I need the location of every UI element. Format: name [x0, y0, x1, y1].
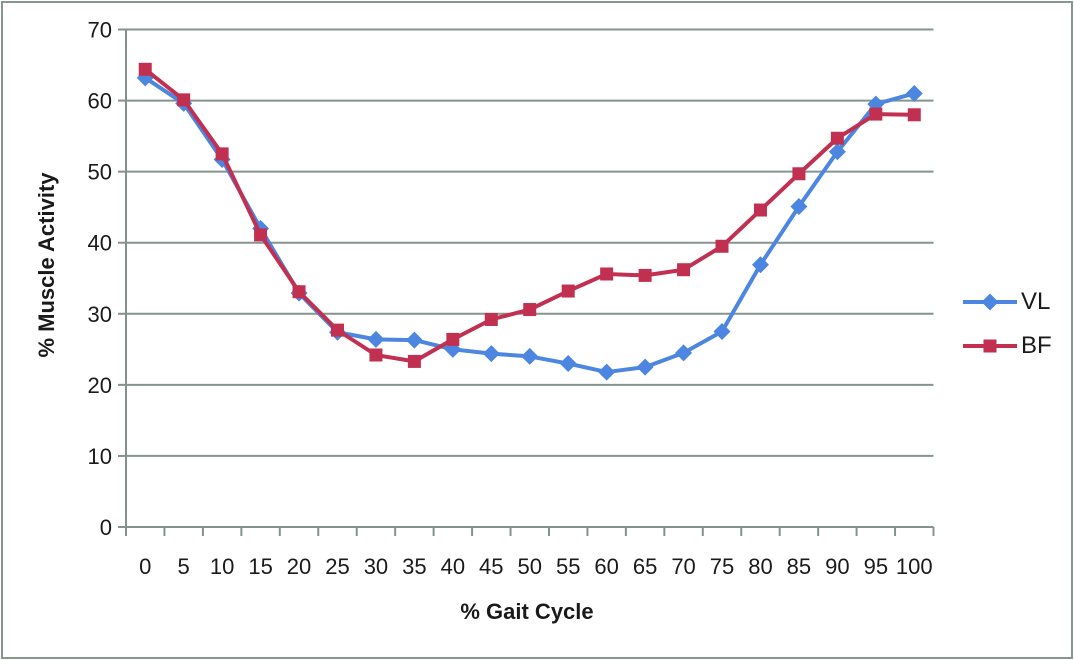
bf-point	[330, 323, 344, 337]
x-tick-label: 5	[178, 554, 190, 579]
x-tick-label: 35	[402, 554, 426, 579]
bf-point	[177, 93, 191, 107]
x-tick-label: 20	[287, 554, 311, 579]
bf-point	[638, 268, 652, 282]
x-tick-label: 40	[441, 554, 465, 579]
y-tick-label: 20	[88, 373, 112, 398]
y-tick-label: 40	[88, 231, 112, 256]
vl-point	[751, 256, 769, 274]
x-tick-label: 60	[594, 554, 618, 579]
x-tick-label: 65	[633, 554, 657, 579]
bf-point	[600, 267, 614, 281]
legend-label-bf: BF	[1021, 332, 1052, 359]
y-tick-label: 0	[100, 515, 112, 540]
x-tick-label: 50	[518, 554, 542, 579]
x-tick-label: 75	[710, 554, 734, 579]
x-tick-label: 80	[748, 554, 772, 579]
x-tick-label: 85	[787, 554, 811, 579]
bf-point	[715, 239, 729, 253]
x-tick-label: 0	[139, 554, 151, 579]
bf-line	[143, 67, 917, 364]
bf-point	[830, 131, 844, 145]
vl-point	[521, 347, 539, 365]
vl-point	[828, 143, 846, 161]
y-tick-label: 10	[88, 444, 112, 469]
legend: VL BF	[962, 288, 1052, 360]
y-axis-title: % Muscle Activity	[34, 172, 59, 358]
vl-line-diamond-icon	[963, 293, 1017, 311]
vl-point	[675, 344, 693, 362]
vl-point	[636, 358, 654, 376]
bf-point	[446, 332, 460, 346]
bf-legend-marker	[983, 339, 997, 353]
y-tick-label: 50	[88, 160, 112, 185]
legend-item-vl: VL	[962, 288, 1052, 316]
bf-point	[215, 147, 229, 161]
x-tick-label: 30	[364, 554, 388, 579]
bf-line-square-icon	[963, 339, 1017, 353]
y-tick-label: 70	[88, 18, 112, 43]
vl-point	[713, 323, 731, 341]
bf-point	[677, 263, 691, 277]
x-tick-label: 100	[896, 554, 933, 579]
bf-point	[484, 312, 498, 326]
bf-point	[369, 348, 383, 362]
bf-point	[254, 228, 268, 242]
bf-point	[792, 167, 806, 181]
vl-legend-marker	[981, 293, 999, 311]
bf-point	[138, 62, 152, 76]
bf-point	[907, 108, 921, 122]
bf-series	[138, 62, 921, 368]
x-tick-label: 55	[556, 554, 580, 579]
vl-point	[405, 331, 423, 349]
vl-point	[367, 330, 385, 348]
x-axis-title: % Gait Cycle	[460, 599, 594, 624]
bf-point	[523, 303, 537, 317]
x-tick-label: 25	[325, 554, 349, 579]
bf-point	[561, 284, 575, 298]
bf-point	[753, 203, 767, 217]
bf-point	[292, 285, 306, 299]
vl-point	[559, 355, 577, 373]
y-tick-label: 60	[88, 89, 112, 114]
x-tick-label: 95	[864, 554, 888, 579]
legend-label-vl: VL	[1021, 288, 1051, 315]
bf-point	[869, 107, 883, 121]
x-tick-label: 70	[671, 554, 695, 579]
legend-item-bf: BF	[962, 332, 1052, 360]
x-tick-label: 10	[210, 554, 234, 579]
y-tick-label: 30	[88, 302, 112, 327]
bf-point	[407, 354, 421, 368]
vl-point	[790, 197, 808, 215]
vl-point	[482, 345, 500, 363]
x-tick-label: 90	[825, 554, 849, 579]
vl-point	[598, 363, 616, 381]
x-tick-label: 45	[479, 554, 503, 579]
vl-point	[905, 84, 923, 102]
x-tick-label: 15	[248, 554, 272, 579]
